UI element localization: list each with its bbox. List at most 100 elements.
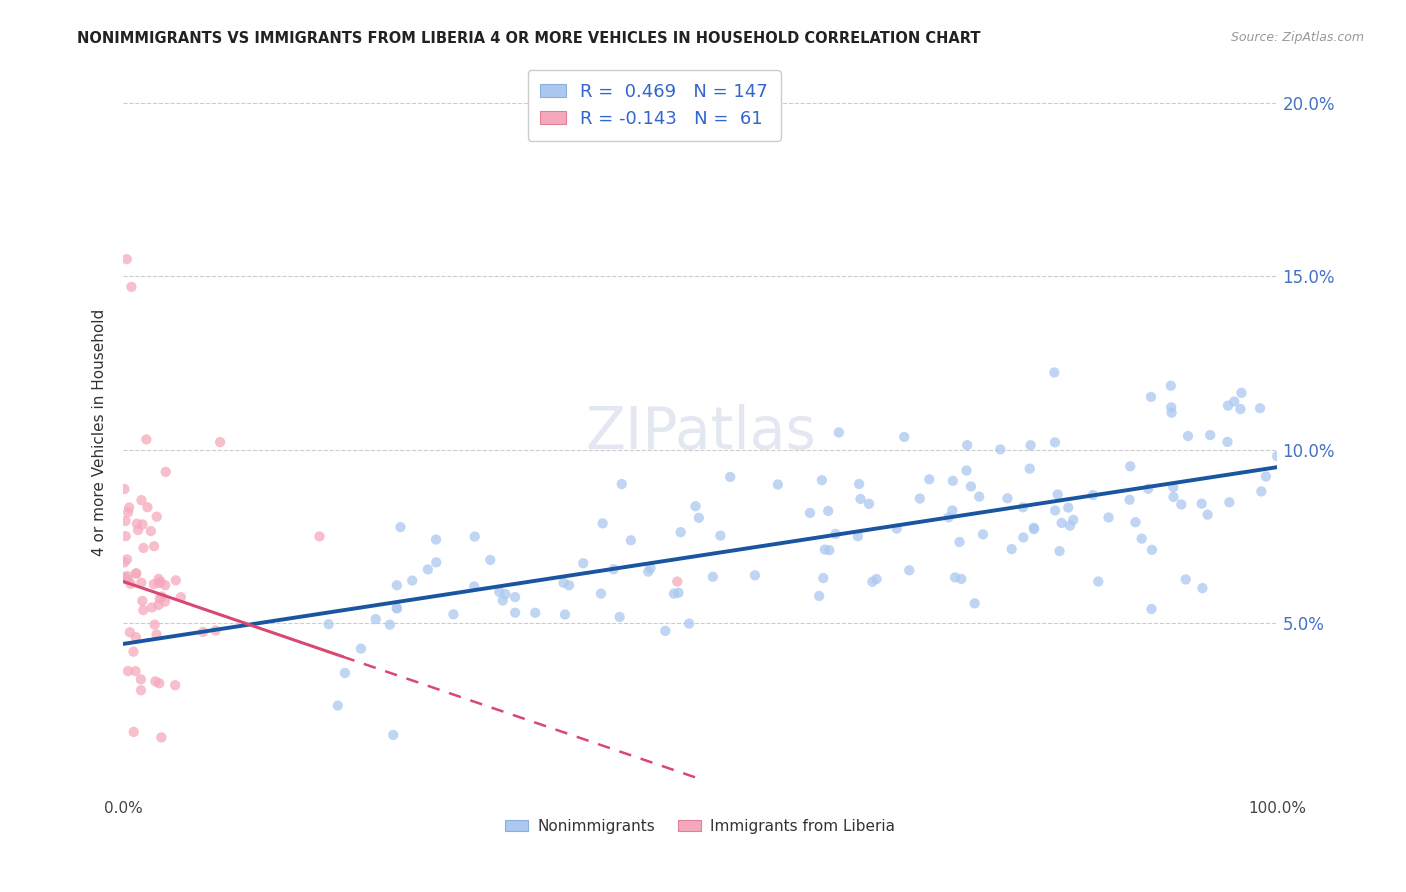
Point	[941, 503, 963, 517]
Point	[131, 517, 153, 532]
Point	[333, 665, 356, 680]
Point	[350, 641, 373, 656]
Point	[718, 470, 741, 484]
Point	[382, 728, 405, 742]
Point	[143, 617, 166, 632]
Point	[125, 566, 148, 581]
Point	[955, 464, 977, 478]
Point	[124, 664, 146, 678]
Point	[1160, 401, 1182, 415]
Point	[828, 425, 851, 440]
Point	[886, 522, 908, 536]
Point	[640, 561, 662, 575]
Point	[610, 477, 633, 491]
Point	[918, 472, 941, 486]
Point	[972, 527, 994, 541]
Point	[1216, 434, 1239, 449]
Point	[960, 479, 983, 493]
Point	[813, 571, 835, 585]
Point	[898, 563, 921, 577]
Point	[114, 529, 136, 543]
Point	[1249, 401, 1271, 416]
Point	[127, 523, 149, 537]
Point	[401, 574, 423, 588]
Point	[1161, 480, 1184, 494]
Point	[143, 539, 166, 553]
Point	[637, 565, 659, 579]
Point	[1012, 531, 1035, 545]
Point	[117, 664, 139, 678]
Point	[425, 555, 447, 569]
Point	[1019, 438, 1042, 452]
Point	[492, 593, 515, 607]
Point	[385, 600, 408, 615]
Point	[688, 510, 710, 524]
Point	[129, 683, 152, 698]
Point	[136, 500, 159, 515]
Point	[997, 491, 1019, 506]
Legend: Nonimmigrants, Immigrants from Liberia: Nonimmigrants, Immigrants from Liberia	[499, 813, 901, 839]
Point	[1160, 378, 1182, 392]
Point	[1137, 482, 1160, 496]
Point	[118, 500, 141, 515]
Point	[1197, 508, 1219, 522]
Point	[132, 541, 155, 555]
Point	[155, 578, 177, 592]
Point	[846, 529, 869, 543]
Point	[848, 477, 870, 491]
Point	[1191, 497, 1213, 511]
Point	[808, 589, 831, 603]
Point	[165, 678, 187, 692]
Point	[1062, 513, 1084, 527]
Point	[117, 505, 139, 519]
Point	[479, 553, 502, 567]
Point	[988, 442, 1011, 457]
Point	[131, 594, 153, 608]
Point	[938, 510, 960, 524]
Point	[114, 514, 136, 528]
Point	[389, 520, 412, 534]
Point	[1177, 429, 1199, 443]
Point	[1057, 500, 1080, 515]
Point	[524, 606, 547, 620]
Point	[1160, 406, 1182, 420]
Point	[165, 574, 187, 588]
Point	[416, 562, 439, 576]
Point	[950, 572, 973, 586]
Point	[129, 673, 152, 687]
Point	[308, 529, 330, 543]
Point	[385, 578, 408, 592]
Point	[943, 570, 966, 584]
Point	[589, 586, 612, 600]
Point	[131, 493, 153, 508]
Point	[120, 577, 142, 591]
Point	[145, 674, 167, 689]
Point	[818, 543, 841, 558]
Point	[131, 575, 153, 590]
Point	[1059, 518, 1081, 533]
Point	[503, 606, 526, 620]
Point	[1022, 521, 1045, 535]
Point	[1216, 399, 1239, 413]
Point	[1199, 428, 1222, 442]
Point	[1140, 542, 1163, 557]
Point	[865, 572, 887, 586]
Point	[1250, 484, 1272, 499]
Point	[1097, 510, 1119, 524]
Point	[942, 474, 965, 488]
Point	[662, 586, 685, 600]
Point	[967, 490, 990, 504]
Point	[1218, 495, 1240, 509]
Point	[620, 533, 643, 548]
Point	[666, 574, 689, 589]
Point	[1049, 544, 1071, 558]
Point	[1229, 402, 1251, 417]
Point	[1125, 515, 1147, 529]
Point	[120, 280, 142, 294]
Point	[1001, 542, 1024, 557]
Point	[685, 500, 707, 514]
Point	[364, 612, 387, 626]
Point	[135, 433, 157, 447]
Point	[824, 527, 846, 541]
Point	[817, 504, 839, 518]
